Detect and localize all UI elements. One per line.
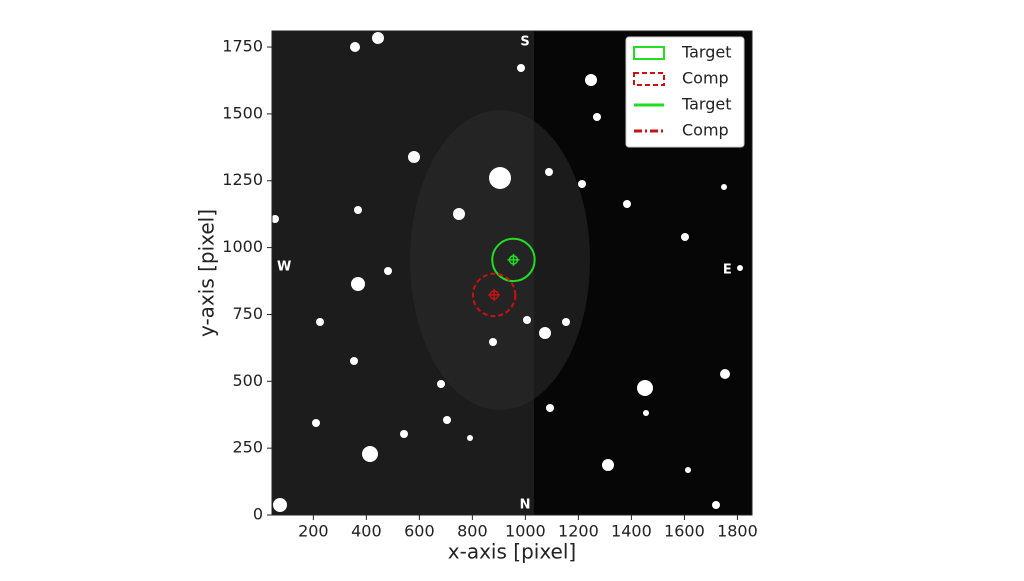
y-tick-label: 500 [232,371,263,390]
compass-label: N [520,498,531,513]
aperture [491,237,536,283]
y-tick-label: 250 [232,438,263,457]
legend-label: Target [681,43,732,62]
y-tick-label: 750 [232,304,263,323]
y-axis-label: y-axis [pixel] [195,209,219,337]
aperture-cross [488,288,501,301]
x-tick-label: 1800 [717,522,758,541]
y-tick-label: 1250 [222,170,263,189]
legend-label: Target [681,95,732,114]
axes-frame [271,30,753,516]
y-tick-label: 1500 [222,103,263,122]
legend-patch [633,46,665,60]
compass-label: E [723,263,732,278]
x-tick-label: 1600 [664,522,705,541]
legend-label: Comp [682,121,729,140]
compass-label: S [520,34,529,49]
nebula-glow [410,110,590,410]
legend-label: Comp [682,69,729,88]
x-axis-label: x-axis [pixel] [448,540,576,564]
x-tick-label: 400 [351,522,382,541]
y-tick-label: 0 [253,505,263,524]
stars [271,32,743,512]
x-tick-label: 1400 [611,522,652,541]
x-tick-label: 200 [298,522,329,541]
x-tick-label: 800 [457,522,488,541]
legend [625,36,745,148]
x-tick-label: 1200 [558,522,599,541]
aperture-cross [507,253,520,266]
legend-patch [633,72,665,86]
x-tick-label: 1000 [505,522,546,541]
x-tick-label: 600 [404,522,435,541]
aperture [471,272,517,318]
compass-label: W [277,260,291,275]
y-tick-label: 1000 [222,237,263,256]
y-tick-label: 1750 [222,37,263,56]
